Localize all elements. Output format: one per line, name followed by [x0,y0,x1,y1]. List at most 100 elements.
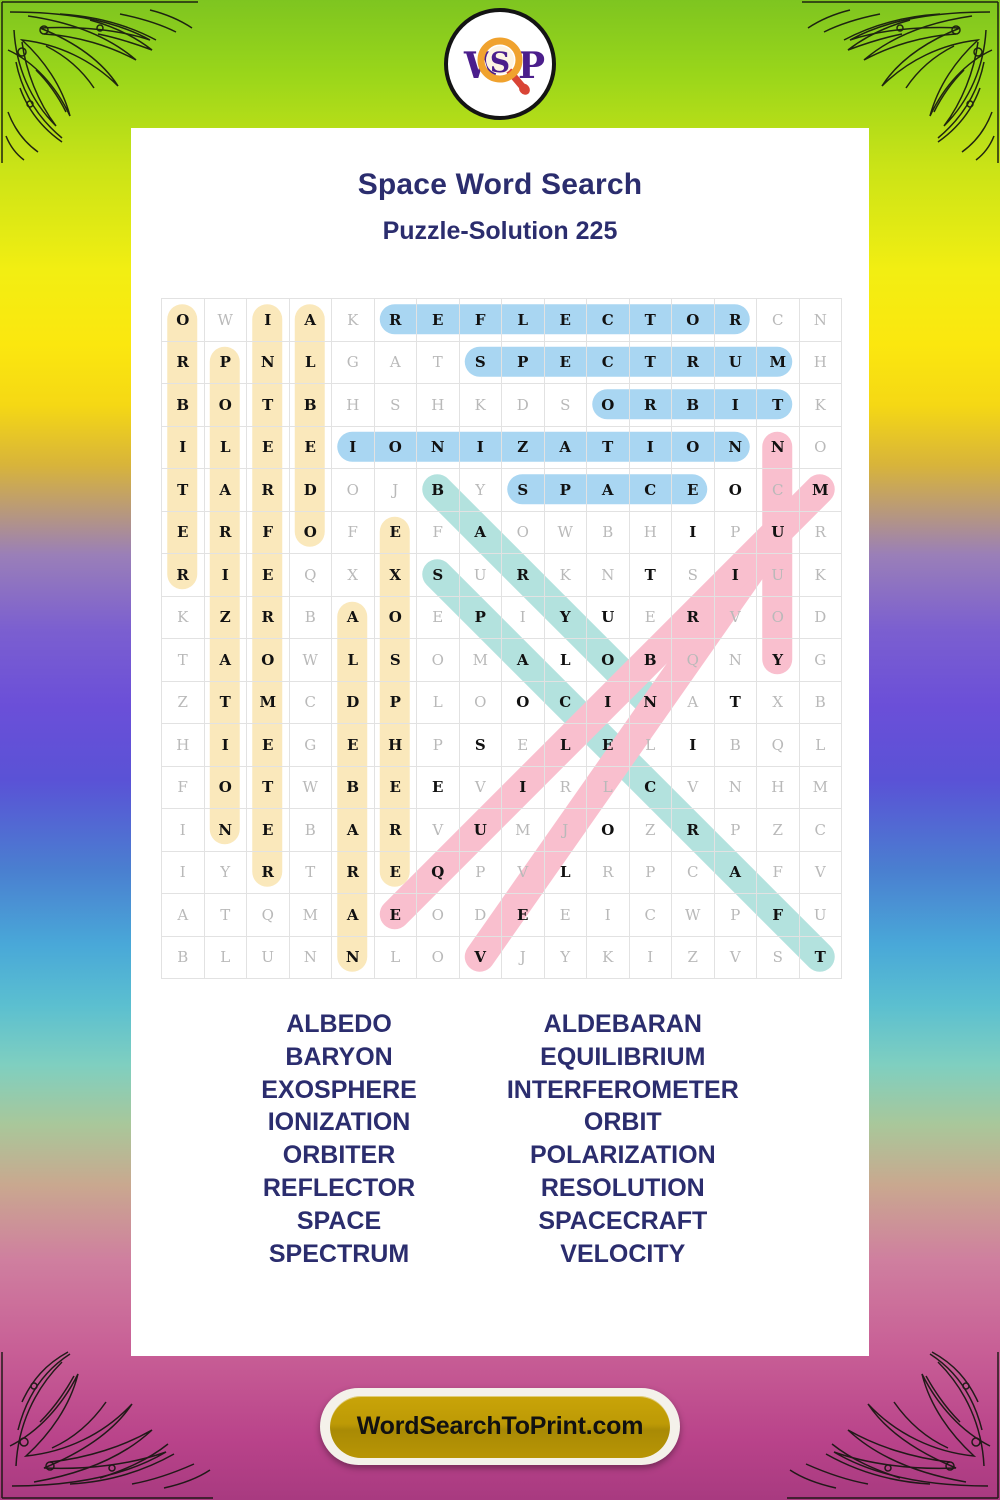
grid-cell[interactable]: A [586,468,630,512]
grid-cell[interactable]: J [373,468,417,512]
grid-cell[interactable]: Z [756,808,800,852]
grid-cell[interactable]: O [416,893,460,937]
grid-cell[interactable]: B [161,935,205,979]
grid-cell[interactable]: Y [543,595,587,639]
grid-cell[interactable]: U [756,553,800,597]
grid-cell[interactable]: O [203,383,247,427]
grid-cell[interactable]: T [713,680,757,724]
grid-cell[interactable]: R [246,850,290,894]
grid-cell[interactable]: W [671,893,715,937]
grid-cell[interactable]: H [628,510,672,554]
grid-cell[interactable]: H [373,723,417,767]
grid-cell[interactable]: F [161,765,205,809]
grid-cell[interactable]: F [458,298,502,342]
grid-cell[interactable]: N [713,638,757,682]
grid-cell[interactable]: M [798,468,842,512]
grid-cell[interactable]: E [501,893,545,937]
grid-cell[interactable]: V [416,808,460,852]
grid-cell[interactable]: C [628,765,672,809]
grid-cell[interactable]: H [756,765,800,809]
grid-cell[interactable]: D [798,595,842,639]
grid-cell[interactable]: O [246,638,290,682]
grid-cell[interactable]: S [543,383,587,427]
grid-cell[interactable]: B [798,680,842,724]
grid-cell[interactable]: U [756,510,800,554]
grid-cell[interactable]: R [586,850,630,894]
grid-cell[interactable]: N [416,425,460,469]
grid-cell[interactable]: U [798,893,842,937]
grid-cell[interactable]: O [373,425,417,469]
grid-cell[interactable]: Z [628,808,672,852]
grid-cell[interactable]: A [713,850,757,894]
grid-cell[interactable]: E [501,723,545,767]
grid-cell[interactable]: L [331,638,375,682]
grid-cell[interactable]: C [756,468,800,512]
grid-cell[interactable]: L [501,298,545,342]
grid-cell[interactable]: B [713,723,757,767]
grid-cell[interactable]: N [246,340,290,384]
grid-cell[interactable]: T [246,383,290,427]
grid-cell[interactable]: Y [756,638,800,682]
grid-cell[interactable]: T [756,383,800,427]
grid-cell[interactable]: E [373,893,417,937]
grid-cell[interactable]: I [203,723,247,767]
grid-cell[interactable]: R [161,340,205,384]
grid-cell[interactable]: Y [458,468,502,512]
grid-cell[interactable]: U [246,935,290,979]
grid-cell[interactable]: O [798,425,842,469]
grid-cell[interactable]: F [246,510,290,554]
grid-cell[interactable]: A [501,638,545,682]
grid-cell[interactable]: F [756,893,800,937]
grid-cell[interactable]: V [458,765,502,809]
grid-cell[interactable]: X [331,553,375,597]
website-button[interactable]: WordSearchToPrint.com [320,1388,680,1465]
grid-cell[interactable]: V [501,850,545,894]
grid-cell[interactable]: T [203,893,247,937]
grid-cell[interactable]: I [628,935,672,979]
grid-cell[interactable]: F [331,510,375,554]
grid-cell[interactable]: R [713,298,757,342]
grid-cell[interactable]: D [331,680,375,724]
grid-cell[interactable]: G [288,723,332,767]
grid-cell[interactable]: A [288,298,332,342]
grid-cell[interactable]: M [798,765,842,809]
grid-cell[interactable]: N [798,298,842,342]
grid-cell[interactable]: Q [671,638,715,682]
grid-cell[interactable]: I [713,383,757,427]
grid-cell[interactable]: E [246,425,290,469]
grid-cell[interactable]: T [798,935,842,979]
grid-cell[interactable]: P [501,340,545,384]
grid-cell[interactable]: A [203,468,247,512]
grid-cell[interactable]: E [246,723,290,767]
grid-cell[interactable]: U [586,595,630,639]
grid-cell[interactable]: Z [501,425,545,469]
grid-cell[interactable]: T [416,340,460,384]
grid-cell[interactable]: H [416,383,460,427]
grid-cell[interactable]: E [628,595,672,639]
grid-cell[interactable]: W [288,765,332,809]
grid-cell[interactable]: O [373,595,417,639]
grid-cell[interactable]: A [458,510,502,554]
grid-cell[interactable]: V [458,935,502,979]
grid-cell[interactable]: L [203,425,247,469]
grid-cell[interactable]: R [628,383,672,427]
grid-cell[interactable]: M [501,808,545,852]
grid-cell[interactable]: M [246,680,290,724]
grid-cell[interactable]: A [331,893,375,937]
grid-cell[interactable]: I [203,553,247,597]
grid-cell[interactable]: O [713,468,757,512]
grid-cell[interactable]: I [628,425,672,469]
grid-cell[interactable]: N [756,425,800,469]
grid-cell[interactable]: O [501,680,545,724]
grid-cell[interactable]: H [798,340,842,384]
grid-cell[interactable]: S [458,723,502,767]
grid-cell[interactable]: B [161,383,205,427]
grid-cell[interactable]: L [628,723,672,767]
grid-cell[interactable]: B [416,468,460,512]
grid-cell[interactable]: Y [543,935,587,979]
grid-cell[interactable]: R [543,765,587,809]
grid-cell[interactable]: T [628,340,672,384]
grid-cell[interactable]: L [288,340,332,384]
grid-cell[interactable]: N [628,680,672,724]
grid-cell[interactable]: C [798,808,842,852]
